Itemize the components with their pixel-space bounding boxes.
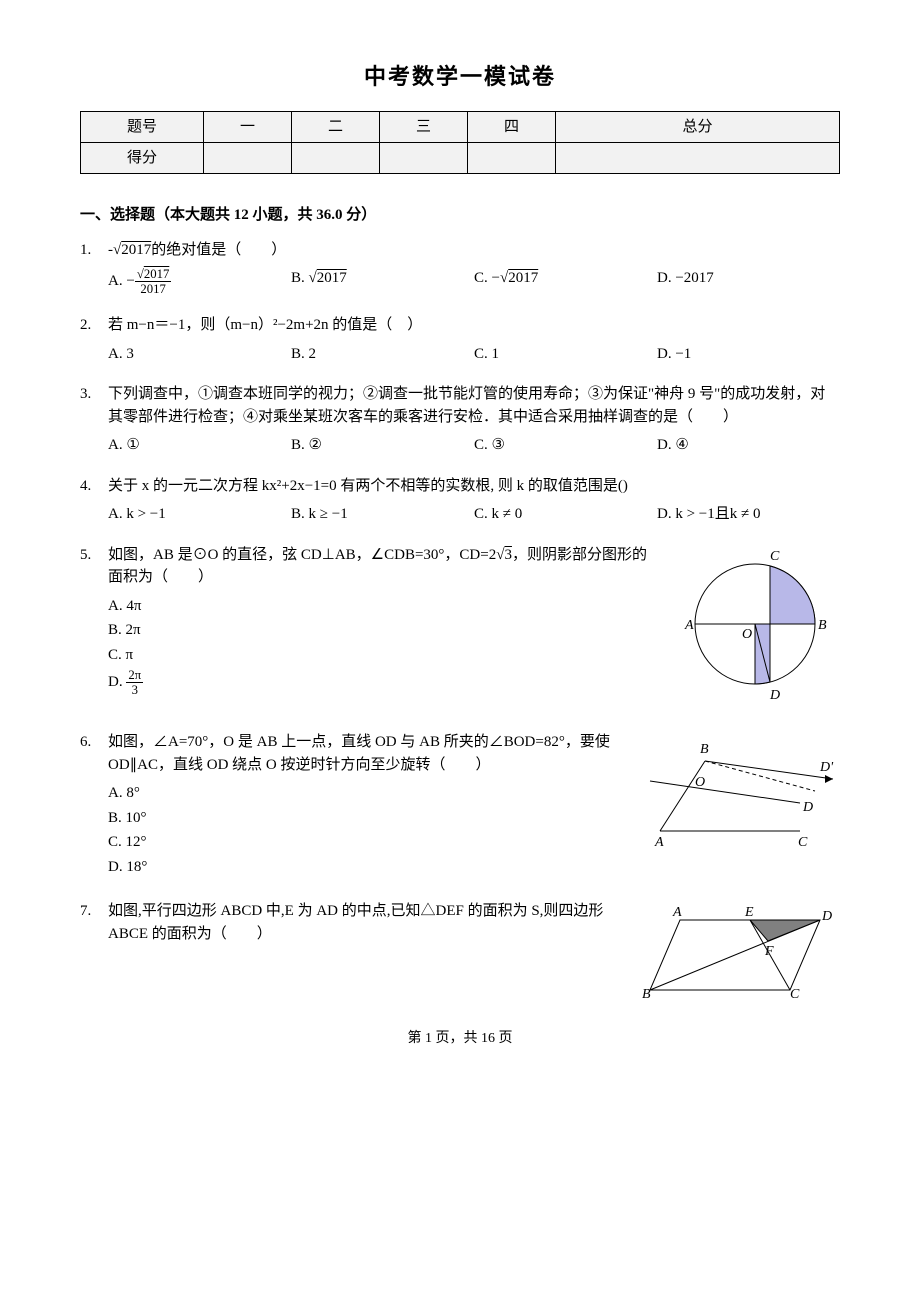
svg-text:C: C [798, 835, 808, 850]
svg-text:D: D [821, 909, 832, 924]
question-number: 6. [80, 731, 108, 754]
option-b: B. √2017 [291, 267, 474, 296]
question-1: 1. -√2017的绝对值是（ ） A. −√20172017 B. √2017… [80, 239, 840, 307]
options: A. −√20172017 B. √2017 C. −√2017 D. −201… [108, 267, 840, 296]
score-cell: 题号 [81, 112, 204, 143]
table-row: 得分 [81, 143, 840, 174]
score-cell: 三 [380, 112, 468, 143]
score-cell [292, 143, 380, 174]
option-c: C. ③ [474, 434, 657, 457]
option-c: C. 1 [474, 343, 657, 366]
option-d: D. 2π3 [108, 668, 660, 697]
score-cell: 得分 [81, 143, 204, 174]
figure-q6: B O D' D A C [640, 731, 840, 880]
svg-text:D: D [769, 688, 780, 703]
option-b: B. ② [291, 434, 474, 457]
page-footer: 第 1 页，共 16 页 [80, 1028, 840, 1049]
svg-text:B: B [642, 987, 651, 1000]
option-b: B. k ≥ −1 [291, 503, 474, 526]
option-a: A. k > −1 [108, 503, 291, 526]
options: A. 8° B. 10° C. 12° D. 18° [108, 782, 630, 878]
score-cell: 一 [204, 112, 292, 143]
question-number: 5. [80, 544, 108, 567]
figure-q5: A B C D O [670, 544, 840, 712]
question-stem: 如图,平行四边形 ABCD 中,E 为 AD 的中点,已知△DEF 的面积为 S… [108, 900, 630, 945]
question-number: 7. [80, 900, 108, 923]
score-cell: 四 [468, 112, 556, 143]
option-a: A. 8° [108, 782, 630, 805]
options: A. ① B. ② C. ③ D. ④ [108, 434, 840, 457]
options: A. 4π B. 2π C. π D. 2π3 [108, 595, 660, 698]
svg-text:D: D [802, 800, 813, 815]
score-cell [204, 143, 292, 174]
question-stem: 若 m−n＝−1，则（m−n）²−2m+2n 的值是（ ） [108, 314, 840, 337]
score-table: 题号 一 二 三 四 总分 得分 [80, 111, 840, 174]
option-c: C. −√2017 [474, 267, 657, 296]
question-7: 7. 如图,平行四边形 ABCD 中,E 为 AD 的中点,已知△DEF 的面积… [80, 900, 840, 1008]
svg-text:A: A [654, 835, 664, 850]
question-5: 5. 如图，AB 是⊙O 的直径，弦 CD⊥AB，∠CDB=30°，CD=2√3… [80, 544, 840, 712]
page-title: 中考数学一模试卷 [80, 60, 840, 93]
svg-text:E: E [744, 905, 754, 920]
svg-text:C: C [790, 987, 800, 1000]
options: A. k > −1 B. k ≥ −1 C. k ≠ 0 D. k > −1且k… [108, 503, 840, 526]
question-3: 3. 下列调查中，①调查本班同学的视力；②调查一批节能灯管的使用寿命；③为保证"… [80, 383, 840, 467]
svg-text:B: B [818, 618, 827, 633]
option-b: B. 2π [108, 619, 660, 642]
svg-text:O: O [742, 627, 752, 642]
option-d: D. ④ [657, 434, 840, 457]
options: A. 3 B. 2 C. 1 D. −1 [108, 343, 840, 366]
option-d: D. −1 [657, 343, 840, 366]
question-6: 6. 如图，∠A=70°，O 是 AB 上一点，直线 OD 与 AB 所夹的∠B… [80, 731, 840, 880]
question-2: 2. 若 m−n＝−1，则（m−n）²−2m+2n 的值是（ ） A. 3 B.… [80, 314, 840, 375]
option-c: C. 12° [108, 831, 630, 854]
question-number: 3. [80, 383, 108, 406]
question-stem: 关于 x 的一元二次方程 kx²+2x−1=0 有两个不相等的实数根, 则 k … [108, 475, 840, 498]
score-cell [380, 143, 468, 174]
option-a: A. −√20172017 [108, 267, 291, 296]
option-c: C. k ≠ 0 [474, 503, 657, 526]
option-a: A. 4π [108, 595, 660, 618]
question-stem: 如图，∠A=70°，O 是 AB 上一点，直线 OD 与 AB 所夹的∠BOD=… [108, 731, 630, 776]
figure-q7: A E D F B C [640, 900, 840, 1008]
score-cell [468, 143, 556, 174]
option-d: D. k > −1且k ≠ 0 [657, 503, 840, 526]
svg-text:D': D' [819, 760, 834, 775]
question-stem: -√2017的绝对值是（ ） [108, 239, 840, 262]
option-a: A. ① [108, 434, 291, 457]
option-b: B. 2 [291, 343, 474, 366]
score-cell: 二 [292, 112, 380, 143]
svg-text:B: B [700, 742, 709, 757]
score-cell [556, 143, 840, 174]
table-row: 题号 一 二 三 四 总分 [81, 112, 840, 143]
svg-text:O: O [695, 775, 705, 790]
question-stem: 下列调查中，①调查本班同学的视力；②调查一批节能灯管的使用寿命；③为保证"神舟 … [108, 383, 840, 428]
svg-text:A: A [684, 618, 694, 633]
question-number: 1. [80, 239, 108, 262]
option-b: B. 10° [108, 807, 630, 830]
question-stem: 如图，AB 是⊙O 的直径，弦 CD⊥AB，∠CDB=30°，CD=2√3，则阴… [108, 544, 660, 589]
option-c: C. π [108, 644, 660, 667]
option-d: D. −2017 [657, 267, 840, 296]
option-a: A. 3 [108, 343, 291, 366]
svg-text:A: A [672, 905, 682, 920]
score-cell: 总分 [556, 112, 840, 143]
svg-text:F: F [764, 944, 774, 959]
option-d: D. 18° [108, 856, 630, 879]
section-heading: 一、选择题（本大题共 12 小题，共 36.0 分） [80, 204, 840, 227]
question-number: 2. [80, 314, 108, 337]
svg-text:C: C [770, 549, 780, 564]
question-number: 4. [80, 475, 108, 498]
question-4: 4. 关于 x 的一元二次方程 kx²+2x−1=0 有两个不相等的实数根, 则… [80, 475, 840, 536]
